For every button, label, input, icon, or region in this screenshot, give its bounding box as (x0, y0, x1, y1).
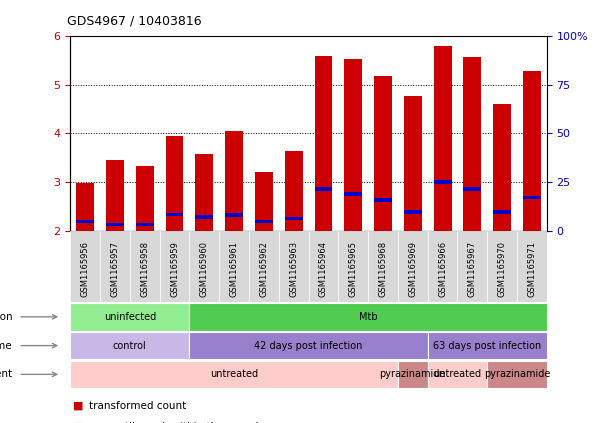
Text: GSM1165969: GSM1165969 (408, 241, 417, 297)
Text: agent: agent (0, 369, 12, 379)
Bar (136, 166, 154, 231)
Bar (285, 151, 302, 231)
Bar (315, 187, 332, 191)
Text: infection: infection (0, 312, 12, 322)
Bar (189, 332, 428, 360)
Text: GSM1165966: GSM1165966 (438, 241, 447, 297)
Bar (106, 222, 124, 226)
Bar (315, 56, 332, 231)
Text: GSM1165956: GSM1165956 (81, 241, 90, 297)
Text: GSM1165963: GSM1165963 (289, 241, 298, 297)
Text: GSM1165957: GSM1165957 (111, 241, 119, 297)
Bar (458, 231, 488, 302)
Bar (225, 131, 243, 231)
Text: untreated: untreated (210, 369, 258, 379)
Text: GSM1165961: GSM1165961 (230, 241, 238, 297)
Bar (136, 223, 154, 226)
Bar (70, 360, 398, 388)
Bar (279, 231, 309, 302)
Bar (219, 231, 249, 302)
Bar (255, 220, 273, 223)
Bar (398, 231, 428, 302)
Text: GSM1165958: GSM1165958 (141, 241, 149, 297)
Bar (130, 231, 159, 302)
Bar (189, 231, 219, 302)
Text: pyrazinamide: pyrazinamide (484, 369, 551, 379)
Bar (368, 231, 398, 302)
Bar (338, 231, 368, 302)
Text: ■: ■ (73, 422, 84, 423)
Bar (434, 180, 452, 184)
Bar (488, 360, 547, 388)
Bar (345, 192, 362, 196)
Text: pyrazinamide: pyrazinamide (379, 369, 446, 379)
Bar (434, 46, 452, 231)
Bar (159, 231, 189, 302)
Text: GSM1165965: GSM1165965 (349, 241, 357, 297)
Text: GSM1165962: GSM1165962 (260, 241, 268, 297)
Text: GSM1165960: GSM1165960 (200, 241, 209, 297)
Text: GSM1165959: GSM1165959 (170, 241, 179, 297)
Bar (166, 213, 183, 216)
Text: GSM1165971: GSM1165971 (527, 241, 536, 297)
Text: Mtb: Mtb (359, 312, 378, 322)
Bar (166, 136, 183, 231)
Bar (374, 76, 392, 231)
Bar (493, 104, 511, 231)
Bar (493, 210, 511, 214)
Text: untreated: untreated (433, 369, 481, 379)
Bar (463, 57, 481, 231)
Bar (398, 360, 428, 388)
Bar (255, 172, 273, 231)
Text: percentile rank within the sample: percentile rank within the sample (89, 422, 265, 423)
Bar (523, 71, 541, 231)
Bar (100, 231, 130, 302)
Text: control: control (113, 341, 147, 351)
Bar (404, 210, 422, 214)
Bar (106, 160, 124, 231)
Bar (463, 187, 481, 191)
Text: GDS4967 / 10403816: GDS4967 / 10403816 (67, 14, 202, 27)
Text: time: time (0, 341, 12, 351)
Bar (249, 231, 279, 302)
Bar (404, 96, 422, 231)
Bar (76, 183, 94, 231)
Bar (196, 154, 213, 231)
Text: GSM1165964: GSM1165964 (319, 241, 328, 297)
Bar (428, 332, 547, 360)
Bar (70, 332, 189, 360)
Bar (76, 220, 94, 223)
Text: GSM1165970: GSM1165970 (498, 241, 507, 297)
Bar (225, 213, 243, 217)
Text: ■: ■ (73, 401, 84, 411)
Text: GSM1165968: GSM1165968 (379, 241, 387, 297)
Bar (196, 215, 213, 219)
Bar (70, 231, 100, 302)
Bar (189, 303, 547, 331)
Bar (374, 198, 392, 202)
Bar (428, 360, 488, 388)
Text: 42 days post infection: 42 days post infection (254, 341, 363, 351)
Bar (523, 196, 541, 199)
Text: 63 days post infection: 63 days post infection (433, 341, 541, 351)
Bar (428, 231, 458, 302)
Text: GSM1165967: GSM1165967 (468, 241, 477, 297)
Text: uninfected: uninfected (104, 312, 156, 322)
Text: transformed count: transformed count (89, 401, 186, 411)
Bar (309, 231, 338, 302)
Bar (285, 217, 302, 220)
Bar (70, 303, 189, 331)
Bar (488, 231, 517, 302)
Bar (345, 59, 362, 231)
Bar (517, 231, 547, 302)
